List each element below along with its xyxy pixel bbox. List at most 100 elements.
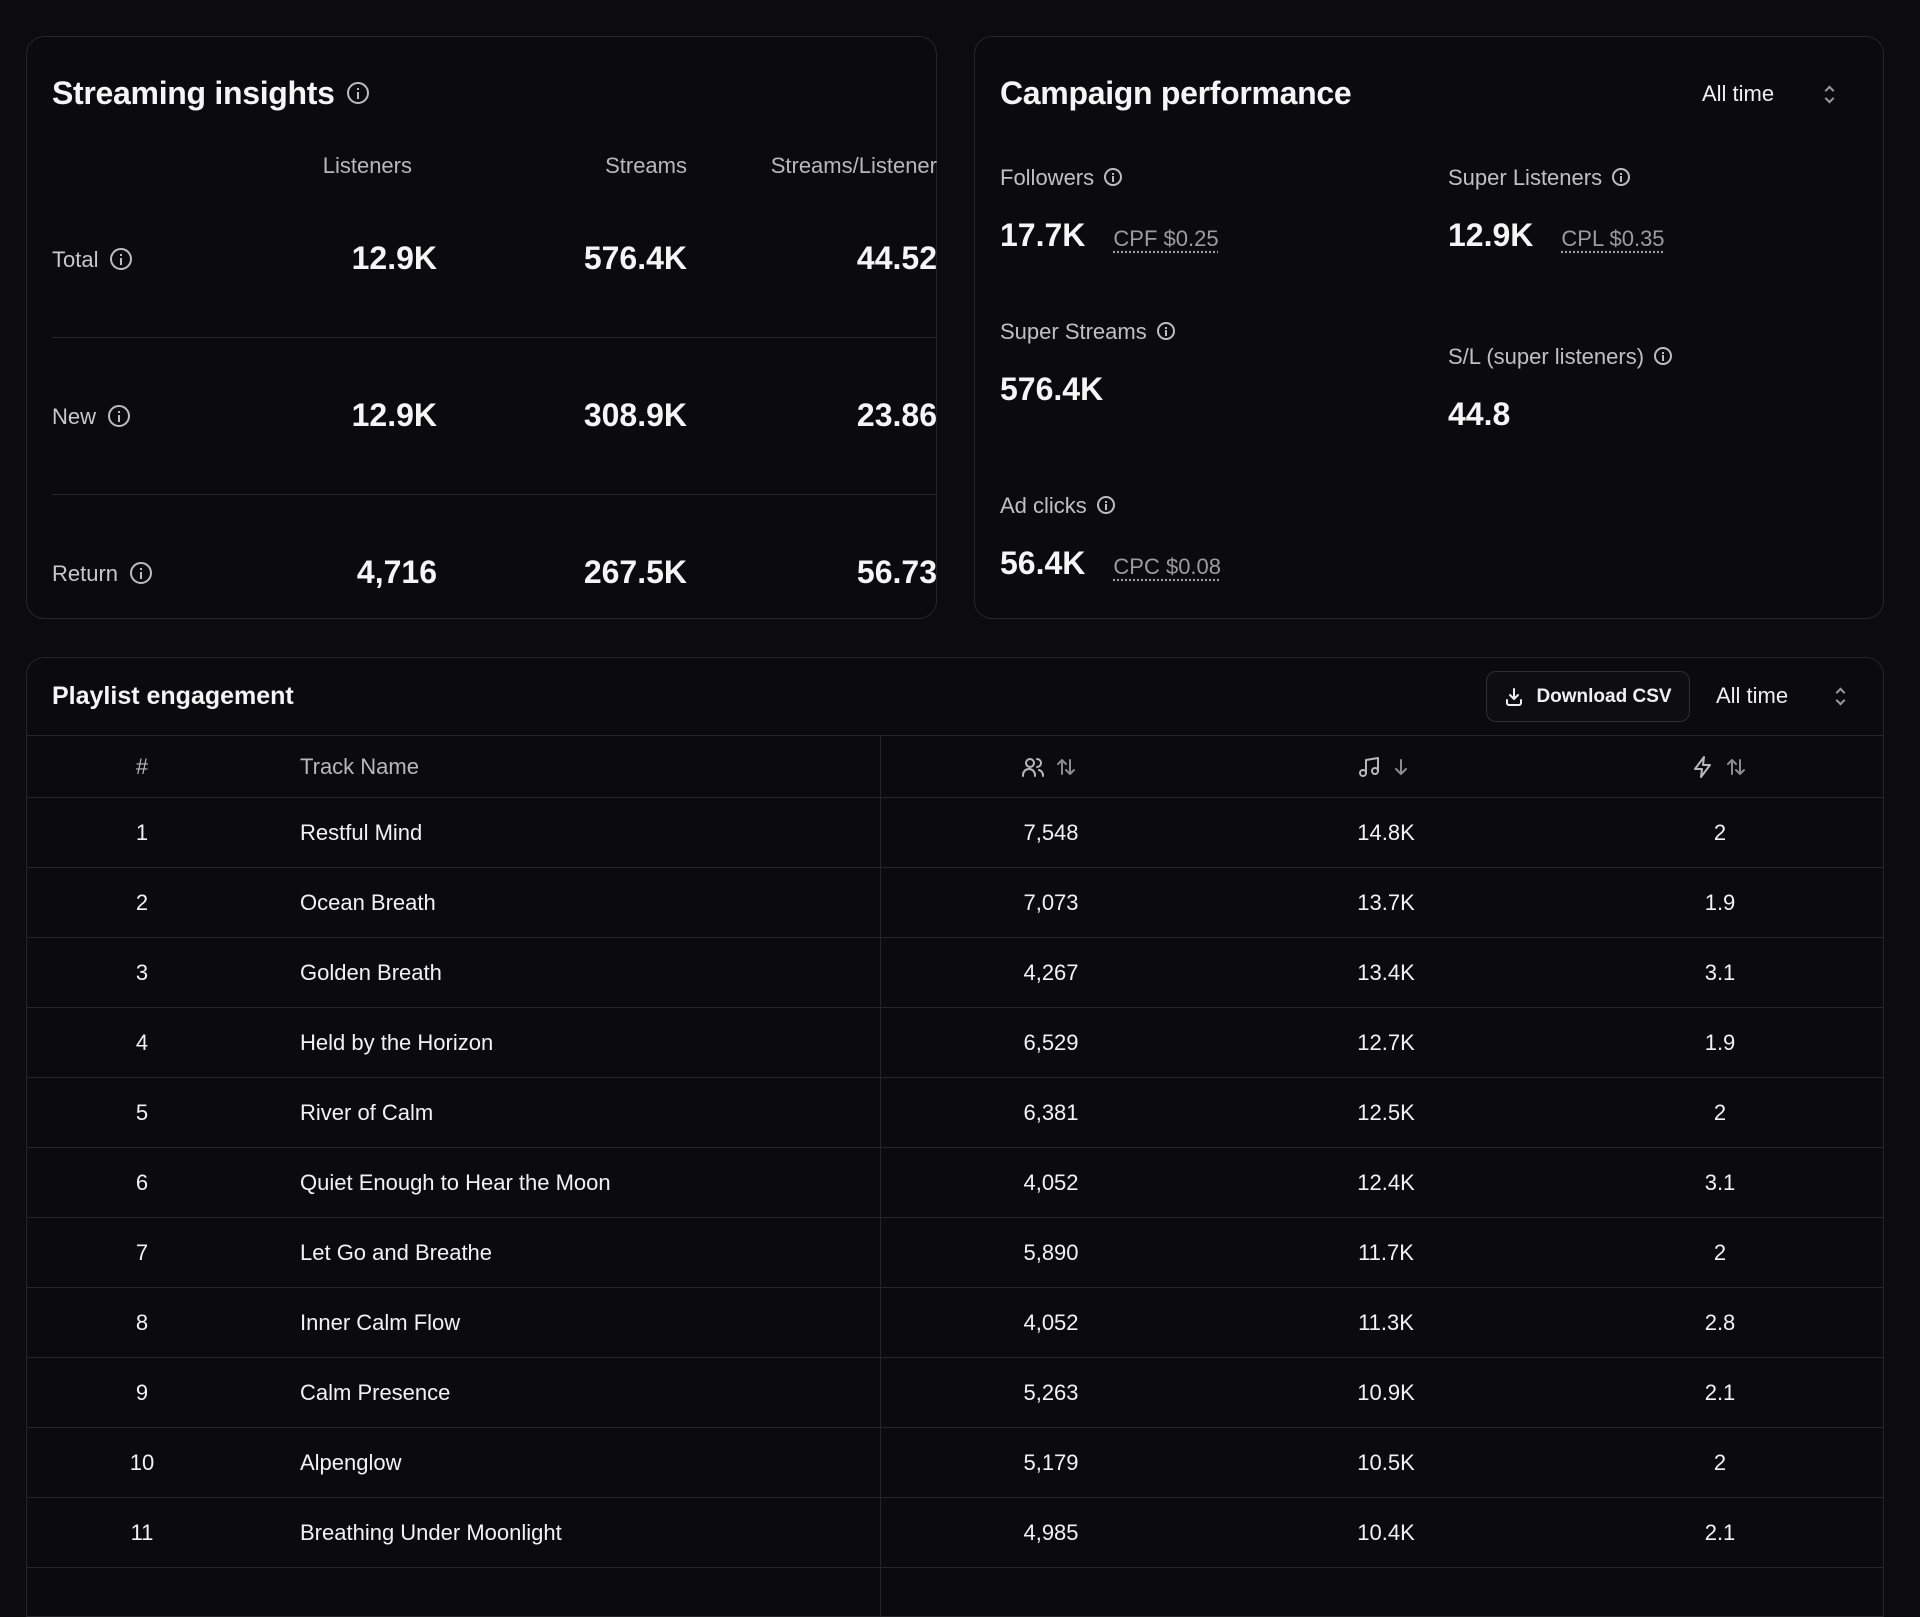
row-label: Total xyxy=(52,247,133,273)
table-row[interactable]: 10 Alpenglow 5,179 10.5K 2 xyxy=(27,1428,1883,1498)
column-header-streams: Streams xyxy=(605,153,687,178)
column-header-listeners[interactable] xyxy=(1021,736,1077,798)
super-value: 2 xyxy=(1713,1450,1727,1475)
listeners-value: 4,716 xyxy=(356,554,437,590)
column-header-listeners: Listeners xyxy=(322,153,412,178)
info-icon[interactable] xyxy=(346,81,369,104)
track-name: Alpenglow xyxy=(300,1450,402,1475)
info-icon[interactable] xyxy=(130,562,153,585)
listeners-value: 5,179 xyxy=(1023,1450,1079,1475)
row-label: New xyxy=(52,404,131,430)
info-icon[interactable] xyxy=(1612,168,1631,187)
row-label: Return xyxy=(52,561,153,587)
track-name: Held by the Horizon xyxy=(300,1030,494,1055)
column-header-track-name: Track Name xyxy=(300,754,419,779)
super-value: 3.1 xyxy=(1704,960,1736,985)
streams-value: 10.5K xyxy=(1357,1450,1415,1475)
cost-per-listener[interactable]: CPL $0.35 xyxy=(1561,226,1665,251)
info-icon[interactable] xyxy=(1104,168,1123,187)
listeners-value: 4,052 xyxy=(1023,1310,1079,1335)
track-name: Restful Mind xyxy=(300,820,423,845)
table-row[interactable]: 8 Inner Calm Flow 4,052 11.3K 2.8 xyxy=(27,1288,1883,1358)
music-note-icon xyxy=(1357,755,1381,779)
column-header-streams[interactable] xyxy=(1357,736,1411,798)
info-icon[interactable] xyxy=(1156,322,1175,341)
streams-value: 12.5K xyxy=(1357,1100,1415,1125)
listeners-value: 12.9K xyxy=(351,240,437,276)
super-value: 1.9 xyxy=(1704,890,1736,915)
table-row[interactable]: 1 Restful Mind 7,548 14.8K 2 xyxy=(27,798,1883,868)
column-header-super[interactable] xyxy=(1691,736,1747,798)
track-number: 2 xyxy=(135,890,149,915)
super-value: 2 xyxy=(1713,1240,1727,1265)
track-number: 3 xyxy=(135,960,149,985)
table-row[interactable]: 7 Let Go and Breathe 5,890 11.7K 2 xyxy=(27,1218,1883,1288)
streaming-row-total: Total 12.9K 576.4K 44.52 xyxy=(52,220,937,377)
streams-value: 14.8K xyxy=(1357,820,1415,845)
streams-per-listener-value: 44.52 xyxy=(856,240,937,276)
track-number: 6 xyxy=(135,1170,149,1195)
sort-icon[interactable] xyxy=(1725,756,1747,778)
lightning-icon xyxy=(1691,755,1715,779)
track-name: Quiet Enough to Hear the Moon xyxy=(300,1170,611,1195)
track-number: 10 xyxy=(129,1450,155,1475)
streams-value: 12.7K xyxy=(1357,1030,1415,1055)
divider xyxy=(52,337,937,338)
streams-value: 13.4K xyxy=(1357,960,1415,985)
info-icon[interactable] xyxy=(1654,347,1673,366)
listeners-value: 5,263 xyxy=(1023,1380,1079,1405)
users-icon xyxy=(1021,755,1045,779)
streams-value: 11.7K xyxy=(1358,1240,1414,1265)
streaming-row-return: Return 4,716 267.5K 56.73 xyxy=(52,534,937,691)
table-row[interactable]: 3 Golden Breath 4,267 13.4K 3.1 xyxy=(27,938,1883,1008)
table-row[interactable]: 5 River of Calm 6,381 12.5K 2 xyxy=(27,1078,1883,1148)
listeners-value: 12.9K xyxy=(351,397,437,433)
table-row[interactable]: 9 Calm Presence 5,263 10.9K 2.1 xyxy=(27,1358,1883,1428)
super-value: 2 xyxy=(1713,1100,1727,1125)
sort-icon[interactable] xyxy=(1055,756,1077,778)
track-number: 11 xyxy=(130,1520,154,1545)
metric-super-listener-ratio: S/L (super listeners) 44.8 xyxy=(1448,344,1673,433)
info-icon[interactable] xyxy=(110,248,133,271)
table-row[interactable]: 4 Held by the Horizon 6,529 12.7K 1.9 xyxy=(27,1008,1883,1078)
column-header-number: # xyxy=(135,754,149,779)
track-number: 8 xyxy=(135,1310,149,1335)
track-name: Ocean Breath xyxy=(300,890,436,915)
listeners-value: 5,890 xyxy=(1023,1240,1079,1265)
streaming-insights-card: Streaming insights Listeners Streams Str… xyxy=(26,36,937,619)
metric-super-streams: Super Streams 576.4K xyxy=(1000,319,1175,408)
streaming-row-new: New 12.9K 308.9K 23.86 xyxy=(52,377,937,534)
listeners-value: 4,267 xyxy=(1023,960,1079,985)
sort-descending-icon[interactable] xyxy=(1391,756,1411,778)
playlist-engagement-card: Playlist engagement Download CSV All tim… xyxy=(26,657,1884,1617)
track-name: River of Calm xyxy=(300,1100,434,1125)
super-value: 1.9 xyxy=(1704,1030,1736,1055)
super-value: 2.1 xyxy=(1704,1380,1736,1405)
super-value: 2.8 xyxy=(1704,1310,1736,1335)
track-number: 4 xyxy=(135,1030,149,1055)
download-csv-button[interactable]: Download CSV xyxy=(1486,671,1690,722)
table-header: # Track Name xyxy=(27,735,1883,798)
playlist-engagement-title: Playlist engagement xyxy=(52,682,294,710)
info-icon[interactable] xyxy=(1096,496,1115,515)
table-row[interactable]: 6 Quiet Enough to Hear the Moon 4,052 12.4K… xyxy=(27,1148,1883,1218)
chevron-up-down-icon xyxy=(1835,688,1845,704)
column-header-streams-per-listener: Streams/Listener xyxy=(770,153,937,178)
column-divider xyxy=(880,735,881,1616)
streams-value: 10.4K xyxy=(1357,1520,1415,1545)
divider xyxy=(52,494,937,495)
cost-per-click[interactable]: CPC $0.08 xyxy=(1113,554,1222,579)
download-icon xyxy=(1504,687,1524,707)
super-value: 2.1 xyxy=(1704,1520,1736,1545)
cost-per-follower[interactable]: CPF $0.25 xyxy=(1113,226,1219,251)
metric-ad-clicks: Ad clicks 56.4K CPC $0.08 xyxy=(1000,493,1222,581)
track-number: 1 xyxy=(135,820,149,845)
streams-per-listener-value: 23.86 xyxy=(856,397,937,433)
table-row[interactable]: 2 Ocean Breath 7,073 13.7K 1.9 xyxy=(27,868,1883,938)
streams-value: 10.9K xyxy=(1357,1380,1415,1405)
super-value: 2 xyxy=(1713,820,1727,845)
table-body: 1 Restful Mind 7,548 14.8K 2 2 Ocean Breath 7,0… xyxy=(27,798,1883,1568)
table-row[interactable]: 11 Breathing Under Moonlight 4,985 10.4K 2.1 xyxy=(27,1498,1883,1568)
streams-value: 12.4K xyxy=(1357,1170,1415,1195)
info-icon[interactable] xyxy=(108,405,131,428)
